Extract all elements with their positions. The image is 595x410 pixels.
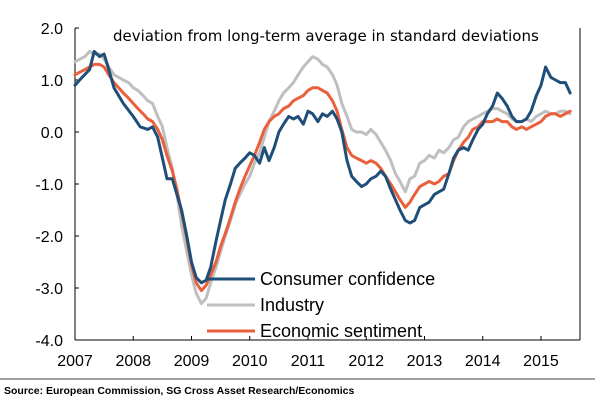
y-tick-label: 2.0 — [41, 21, 63, 38]
y-tick-label: -3.0 — [35, 281, 63, 298]
x-tick-label: 2010 — [232, 353, 268, 370]
series-line-consumer-confidence — [73, 49, 572, 285]
legend-label: Industry — [260, 295, 324, 315]
x-tick-label: 2014 — [465, 353, 501, 370]
y-tick-label: -2.0 — [35, 229, 63, 246]
x-tick-label: 2013 — [407, 353, 443, 370]
series-line-economic-sentiment — [73, 62, 572, 293]
legend-label: Consumer confidence — [260, 269, 435, 289]
legend: Consumer confidence Industry Economic sent… — [207, 269, 435, 341]
axes: 2.0 1.0 0.0 -1.0 -2.0 -3.0 -4.0 2007 2008 2009 201… — [0, 21, 595, 380]
y-tick-label: -1.0 — [35, 177, 63, 194]
x-tick-label: 2007 — [57, 353, 93, 370]
x-tick-label: 2012 — [348, 353, 384, 370]
series-lines — [73, 49, 572, 306]
legend-label: Economic sentiment — [260, 321, 422, 341]
x-tick-label: 2009 — [174, 353, 210, 370]
x-tick-label: 2008 — [115, 353, 151, 370]
x-tick-label: 2015 — [523, 353, 559, 370]
chart-annotation: deviation from long-term average in stan… — [113, 27, 539, 45]
y-tick-label: -4.0 — [35, 333, 63, 350]
source-note: Source: European Commission, SG Cross As… — [4, 385, 355, 397]
y-tick-label: 1.0 — [41, 73, 63, 90]
x-tick-label: 2011 — [291, 353, 326, 370]
y-tick-label: 0.0 — [41, 125, 63, 142]
